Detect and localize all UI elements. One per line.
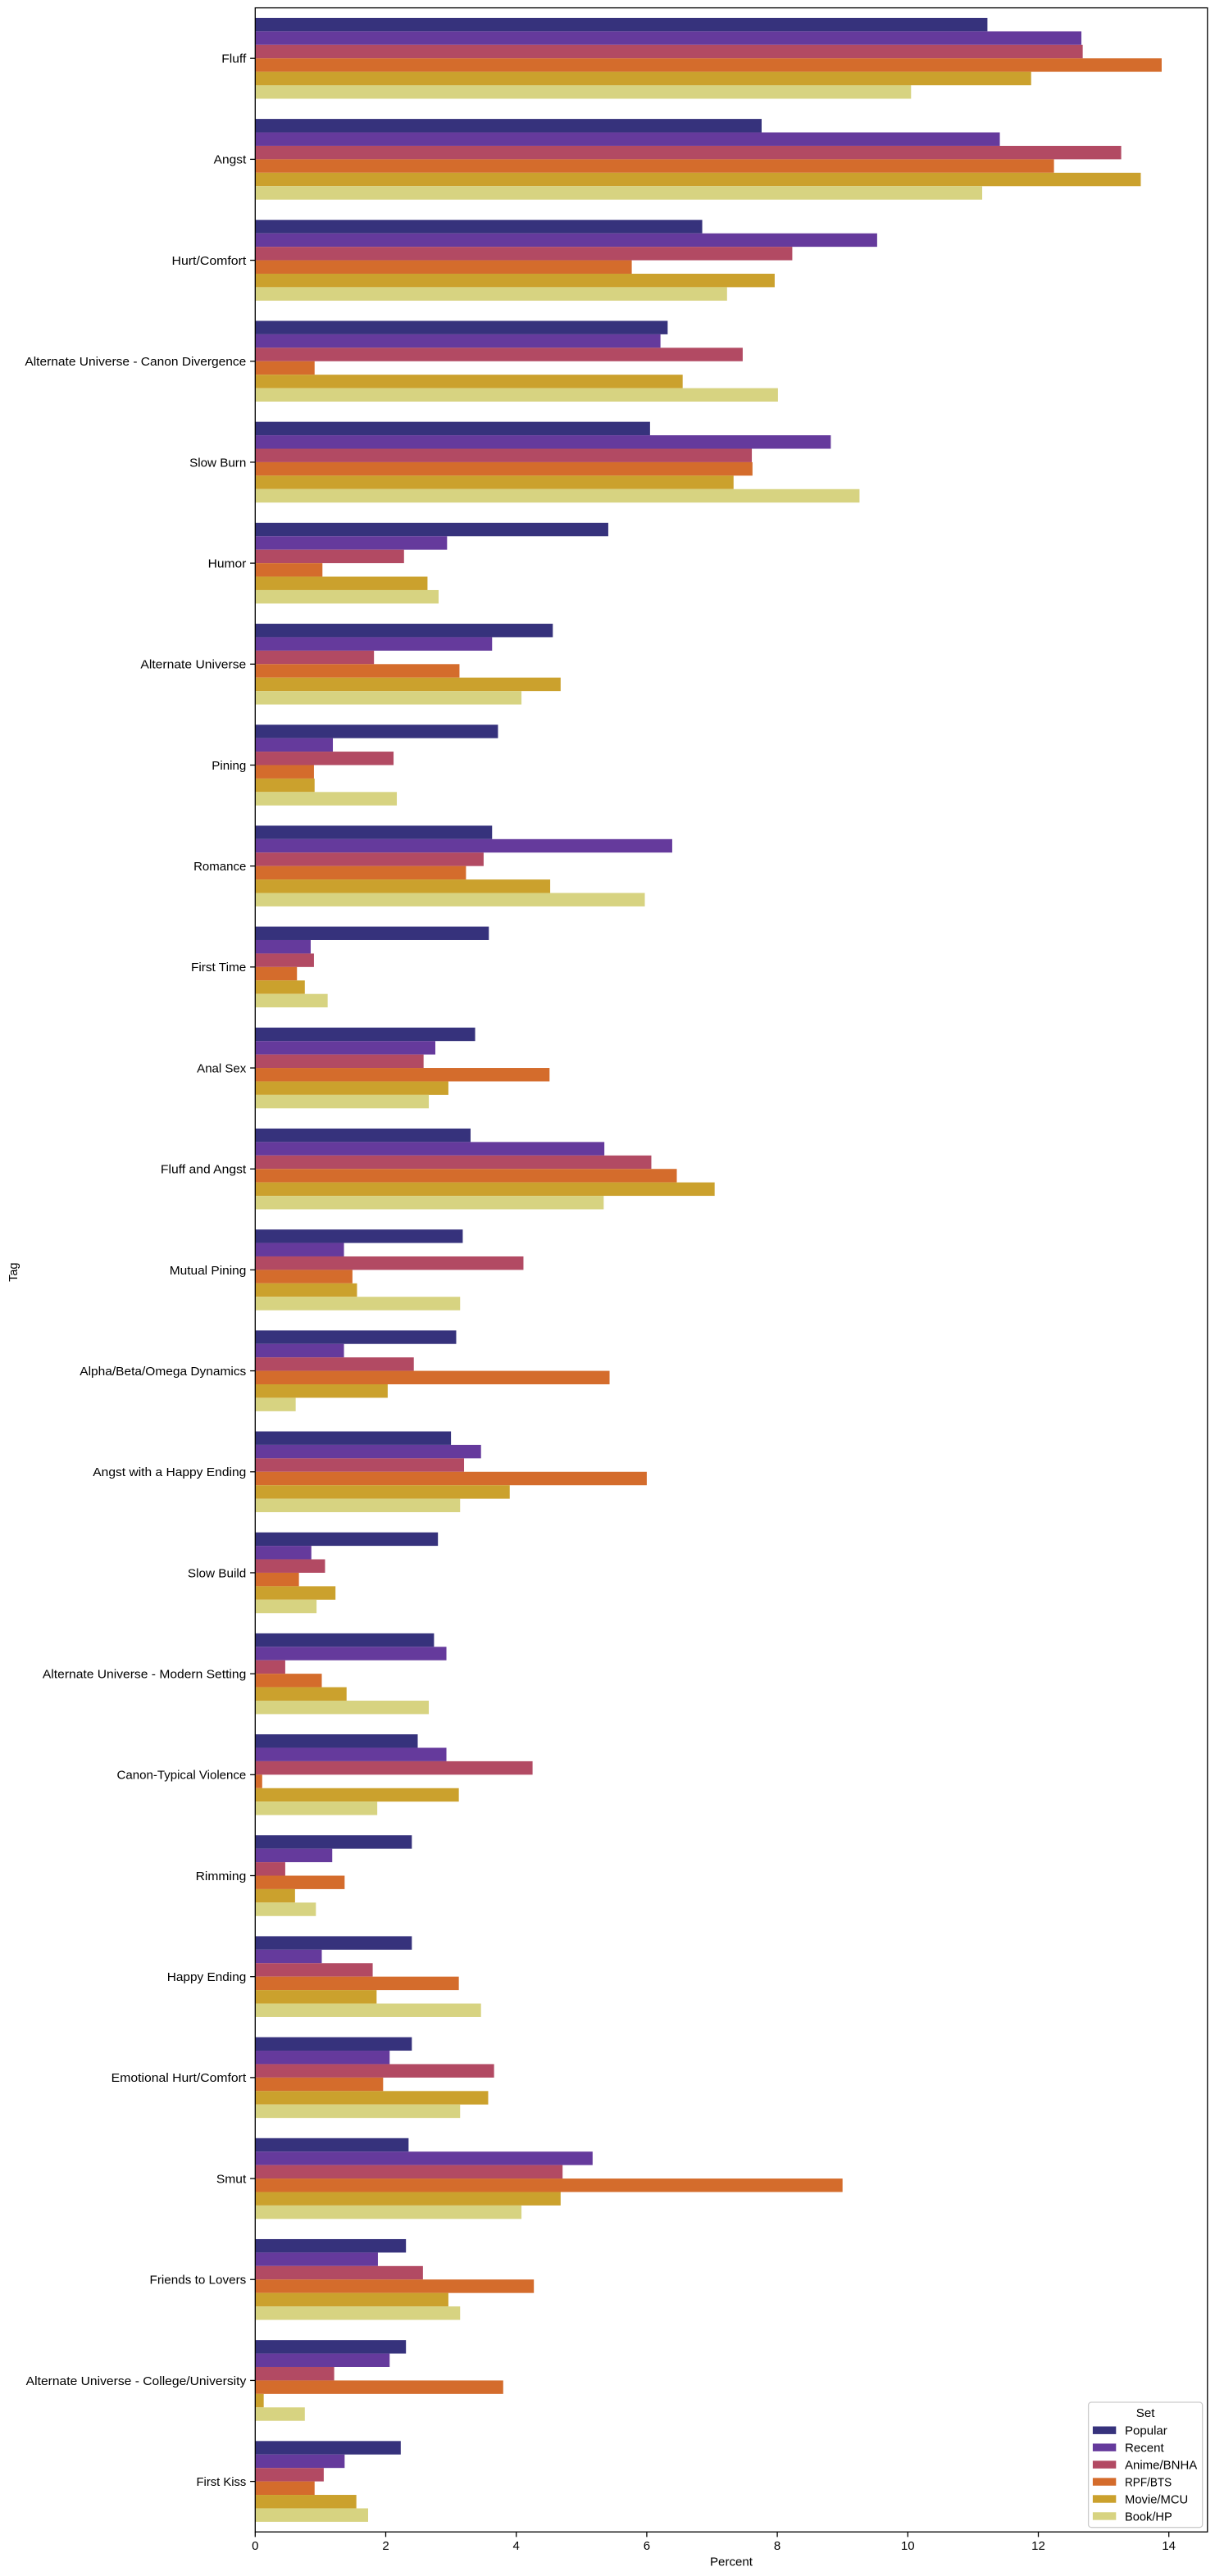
svg-text:Percent: Percent (710, 2556, 753, 2569)
svg-text:Fluff: Fluff (221, 52, 247, 66)
svg-text:Alternate Universe - Canon Div: Alternate Universe - Canon Divergence (25, 355, 246, 369)
svg-text:First Kiss: First Kiss (197, 2475, 247, 2489)
svg-text:Anime/BNHA: Anime/BNHA (1125, 2458, 1197, 2472)
svg-text:Popular: Popular (1125, 2424, 1167, 2438)
svg-text:Mutual Pining: Mutual Pining (170, 1264, 247, 1278)
svg-text:Happy Ending: Happy Ending (167, 1970, 247, 1984)
svg-text:Angst with a Happy Ending: Angst with a Happy Ending (93, 1465, 246, 1479)
svg-text:Canon-Typical Violence: Canon-Typical Violence (117, 1769, 247, 1783)
svg-text:0: 0 (252, 2539, 258, 2553)
svg-text:First Time: First Time (191, 961, 246, 975)
svg-text:Book/HP: Book/HP (1125, 2510, 1172, 2524)
svg-text:Romance: Romance (193, 860, 246, 874)
svg-text:2: 2 (382, 2539, 389, 2553)
svg-text:Alternate Universe: Alternate Universe (140, 658, 246, 672)
svg-text:Slow Burn: Slow Burn (189, 456, 246, 470)
svg-text:Alpha/Beta/Omega Dynamics: Alpha/Beta/Omega Dynamics (80, 1365, 246, 1379)
svg-text:Recent: Recent (1125, 2442, 1165, 2456)
svg-text:Alternate Universe - College/U: Alternate Universe - College/University (26, 2374, 247, 2388)
svg-text:Pining: Pining (212, 759, 246, 773)
svg-text:6: 6 (644, 2539, 650, 2553)
svg-text:Fluff and Angst: Fluff and Angst (161, 1163, 247, 1177)
svg-text:12: 12 (1031, 2539, 1045, 2553)
svg-text:Smut: Smut (216, 2172, 247, 2186)
svg-text:Movie/MCU: Movie/MCU (1125, 2492, 1188, 2506)
svg-text:4: 4 (513, 2539, 520, 2553)
svg-text:Angst: Angst (214, 153, 247, 167)
svg-text:Anal Sex: Anal Sex (197, 1061, 247, 1075)
svg-text:Hurt/Comfort: Hurt/Comfort (172, 254, 248, 268)
svg-text:Slow Build: Slow Build (188, 1566, 246, 1580)
svg-text:RPF/BTS: RPF/BTS (1125, 2475, 1172, 2489)
svg-text:10: 10 (901, 2539, 915, 2553)
svg-text:Emotional Hurt/Comfort: Emotional Hurt/Comfort (111, 2071, 247, 2085)
svg-text:Alternate Universe - Modern Se: Alternate Universe - Modern Setting (43, 1667, 246, 1681)
svg-text:Tag: Tag (7, 1263, 20, 1282)
svg-text:Humor: Humor (208, 557, 247, 570)
svg-text:Set: Set (1136, 2406, 1156, 2420)
svg-text:Friends to Lovers: Friends to Lovers (150, 2274, 247, 2288)
svg-text:Rimming: Rimming (196, 1870, 247, 1883)
svg-text:14: 14 (1162, 2539, 1176, 2553)
svg-text:8: 8 (774, 2539, 780, 2553)
